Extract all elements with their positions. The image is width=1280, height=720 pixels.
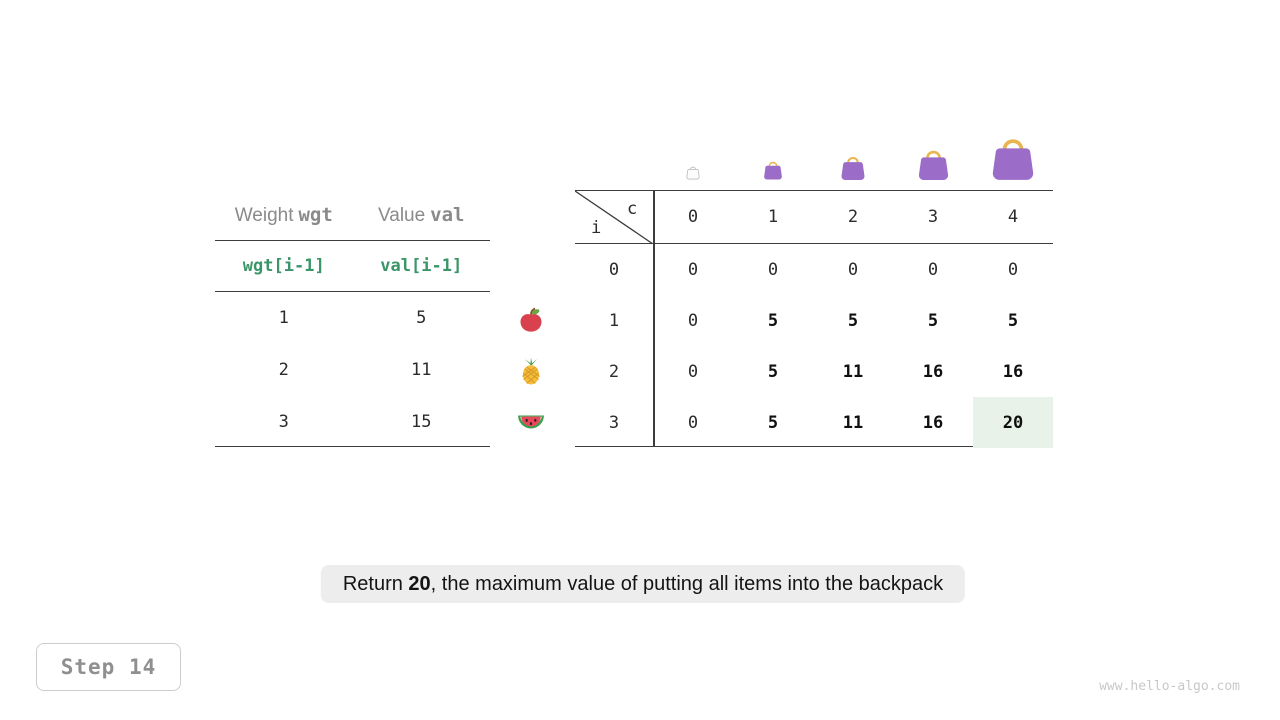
dp-cell: 0	[687, 259, 699, 280]
dp-cell: 16	[922, 361, 944, 382]
dp-row-2: 2 0 5 11 16 16	[575, 346, 1053, 397]
row-label: 2	[608, 361, 620, 382]
dp-cell: 11	[842, 412, 864, 433]
apple-icon	[520, 307, 542, 332]
dp-cell: 11	[842, 361, 864, 382]
item-weight: 1	[278, 308, 289, 328]
row-label: 1	[608, 310, 620, 331]
capacity-header-3: 3	[927, 207, 939, 227]
dp-cell: 5	[847, 310, 859, 331]
item-row-2: 2 11	[215, 344, 490, 396]
weight-code-expr: wgt[i-1]	[242, 256, 325, 276]
capacity-header-4: 4	[1007, 207, 1019, 227]
value-header: Value val	[353, 204, 491, 227]
capacity-axis-label: c	[627, 199, 638, 219]
pineapple-icon	[522, 357, 540, 385]
dp-cell: 5	[927, 310, 939, 331]
row-label: 3	[608, 412, 620, 433]
backpack-icon-capacity-0	[686, 166, 700, 180]
dp-cell: 5	[767, 361, 779, 382]
dp-cell: 0	[1007, 259, 1019, 280]
watermelon-icon	[518, 415, 544, 429]
item-value: 11	[411, 360, 432, 380]
result-message: Return 20, the maximum value of putting …	[320, 565, 966, 603]
dp-cell: 0	[687, 361, 699, 382]
item-value: 15	[411, 411, 432, 432]
value-header-code: val	[430, 203, 465, 226]
value-code-expr: val[i-1]	[380, 256, 463, 276]
dp-header-row: 0 1 2 3 4	[575, 191, 1053, 244]
dp-cell: 0	[847, 259, 859, 280]
dp-cell: 5	[767, 310, 779, 331]
dp-cell: 0	[767, 259, 779, 280]
item-weight: 3	[278, 411, 289, 432]
capacity-header-0: 0	[687, 207, 699, 227]
dp-row-0: 0 0 0 0 0 0	[575, 244, 1053, 295]
item-axis-label: i	[591, 218, 602, 238]
value-header-label: Value	[377, 204, 426, 226]
weight-header-label: Weight	[234, 204, 294, 226]
message-result-value: 20	[408, 573, 431, 595]
item-row-3: 3 15	[215, 396, 490, 447]
weight-header-code: wgt	[298, 203, 333, 226]
dp-cell: 0	[687, 412, 699, 433]
backpack-icon-capacity-1	[764, 161, 782, 180]
dp-cell-result: 20	[973, 397, 1053, 448]
dp-table: c i 0 1 2 3 4 0 0 0 0 0 0 1 0 5 5 5 5 2 …	[575, 190, 1053, 448]
step-badge: Step 14	[36, 643, 181, 691]
items-header-row: Weight wgt Value val	[215, 190, 490, 241]
dp-cell: 0	[687, 310, 699, 331]
dp-cell: 5	[767, 412, 779, 433]
backpack-icon-capacity-4	[992, 139, 1034, 180]
item-row-1: 1 5	[215, 292, 490, 344]
site-watermark: www.hello-algo.com	[1099, 679, 1240, 694]
items-code-row: wgt[i-1] val[i-1]	[215, 241, 490, 292]
dp-cell: 16	[1002, 361, 1024, 382]
items-table: Weight wgt Value val wgt[i-1] val[i-1] 1 5…	[215, 190, 490, 447]
item-value: 5	[416, 308, 427, 328]
corner-diagonal-line	[575, 191, 653, 244]
message-prefix: Return	[342, 573, 409, 595]
table-vertical-divider	[653, 191, 655, 446]
dp-cell: 16	[922, 412, 944, 433]
capacity-header-1: 1	[767, 207, 779, 227]
capacity-header-2: 2	[847, 207, 859, 227]
dp-cell: 5	[1007, 310, 1019, 331]
item-weight: 2	[278, 360, 289, 380]
backpack-icon-capacity-2	[841, 156, 865, 180]
message-suffix: , the maximum value of putting all items…	[430, 573, 944, 595]
weight-header: Weight wgt	[215, 204, 353, 227]
backpack-icon-capacity-3	[918, 150, 949, 180]
dp-row-1: 1 0 5 5 5 5	[575, 295, 1053, 346]
dp-row-3: 3 0 5 11 16 20	[575, 397, 1053, 448]
dp-cell: 0	[927, 259, 939, 280]
row-label: 0	[608, 259, 620, 280]
